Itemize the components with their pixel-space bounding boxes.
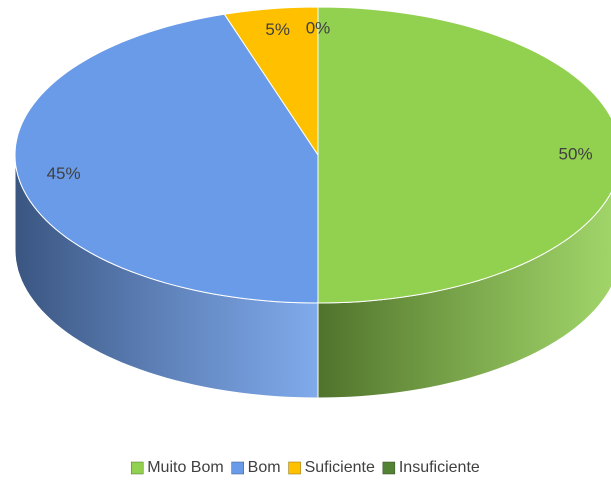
legend-swatch	[288, 461, 301, 475]
slice	[317, 6, 611, 304]
legend: Muito Bom Bom Suficiente Insuficiente	[130, 459, 480, 476]
data-label: 5%	[265, 20, 290, 39]
legend-swatch	[130, 461, 144, 475]
data-label: 0%	[306, 19, 331, 38]
legend-label: Bom	[248, 459, 281, 476]
slice	[223, 6, 319, 157]
legend-swatch	[231, 461, 244, 475]
data-label: 45%	[47, 164, 81, 183]
legend-label: Suficiente	[305, 459, 375, 476]
data-label: 50%	[559, 144, 593, 163]
slice	[14, 13, 319, 304]
legend-label: Muito Bom	[147, 459, 223, 476]
legend-label: Insuficiente	[399, 459, 480, 476]
legend-swatch	[382, 461, 396, 475]
